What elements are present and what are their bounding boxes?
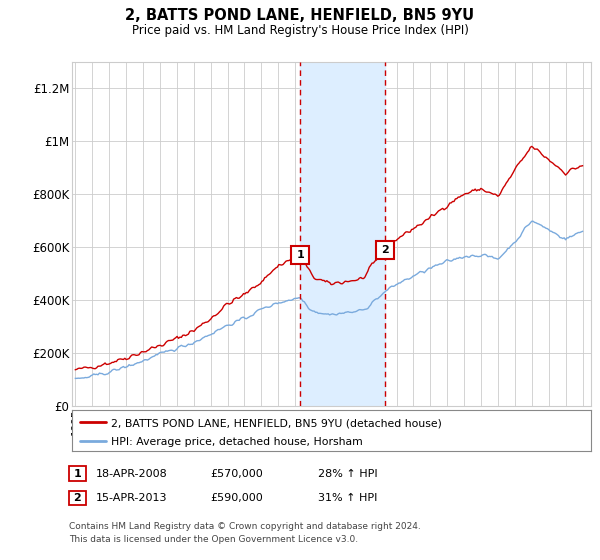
Text: £590,000: £590,000 [210,493,263,503]
Text: £570,000: £570,000 [210,469,263,479]
Text: 1: 1 [74,469,81,479]
Text: Contains HM Land Registry data © Crown copyright and database right 2024.: Contains HM Land Registry data © Crown c… [69,522,421,531]
Text: Price paid vs. HM Land Registry's House Price Index (HPI): Price paid vs. HM Land Registry's House … [131,24,469,36]
Text: 15-APR-2013: 15-APR-2013 [96,493,167,503]
Text: 28% ↑ HPI: 28% ↑ HPI [318,469,377,479]
Text: 18-APR-2008: 18-APR-2008 [96,469,168,479]
Text: 31% ↑ HPI: 31% ↑ HPI [318,493,377,503]
Text: 2, BATTS POND LANE, HENFIELD, BN5 9YU (detached house): 2, BATTS POND LANE, HENFIELD, BN5 9YU (d… [111,418,442,428]
Text: 2: 2 [74,493,81,503]
Text: 2, BATTS POND LANE, HENFIELD, BN5 9YU: 2, BATTS POND LANE, HENFIELD, BN5 9YU [125,8,475,24]
Text: HPI: Average price, detached house, Horsham: HPI: Average price, detached house, Hors… [111,437,362,447]
Bar [300,62,385,406]
Text: 2: 2 [381,245,389,255]
Text: This data is licensed under the Open Government Licence v3.0.: This data is licensed under the Open Gov… [69,535,358,544]
Text: 1: 1 [296,250,304,260]
